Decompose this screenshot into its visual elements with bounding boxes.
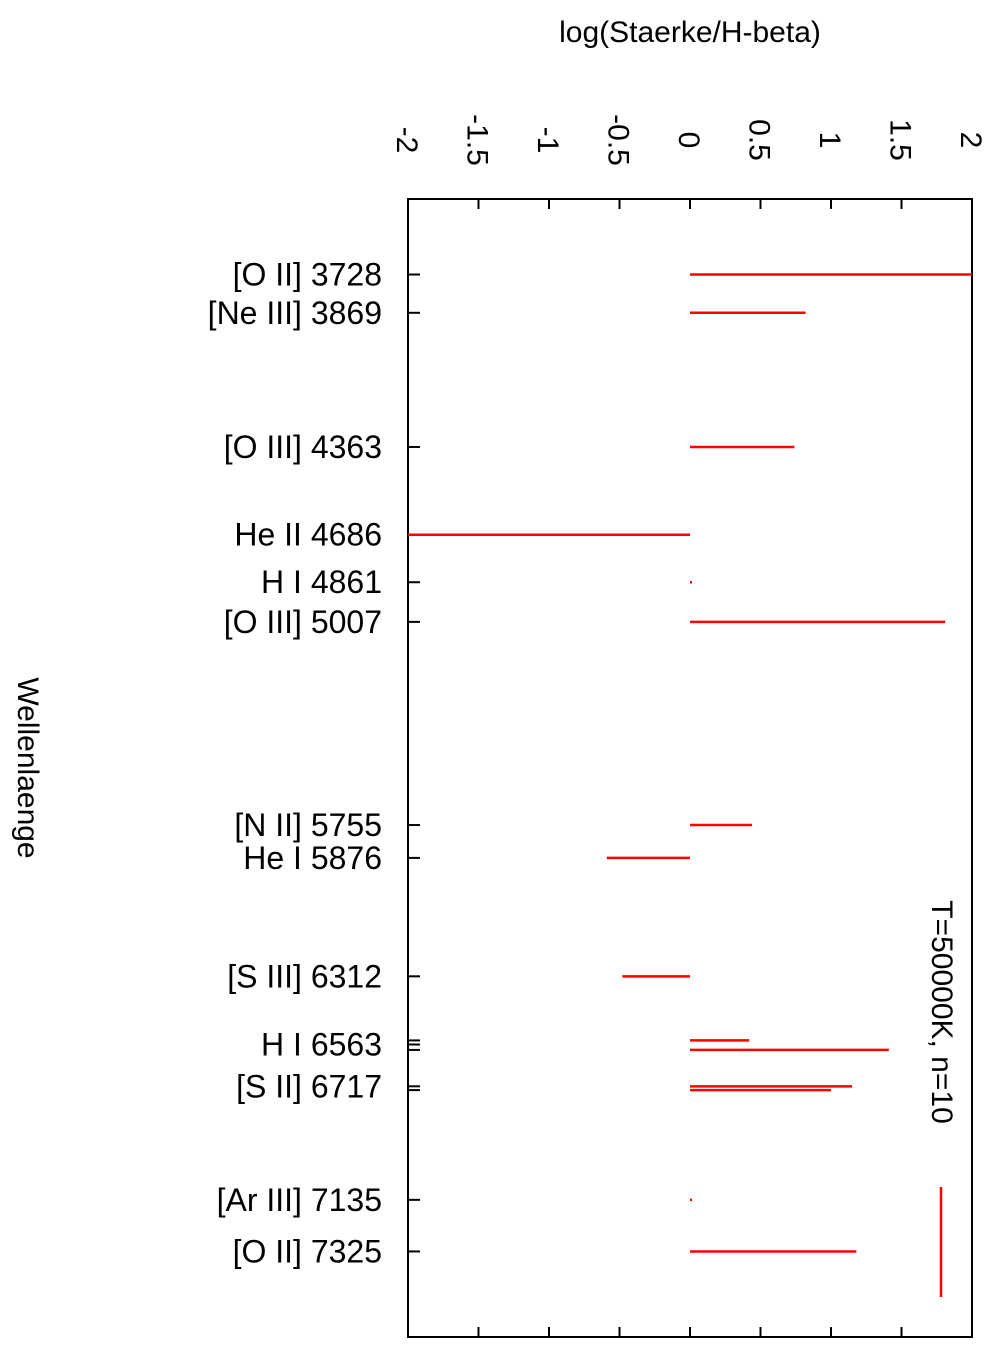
y-line-label: [S II] 6717 — [236, 1068, 382, 1104]
y-axis-title: Wellenlaenge — [11, 677, 44, 858]
y-line-label: H I 6563 — [261, 1026, 382, 1062]
plot-frame — [407, 198, 973, 1338]
x-tick-label: -1.5 — [461, 114, 494, 166]
x-axis-title: log(Staerke/H-beta) — [559, 16, 821, 49]
x-axis-ticks — [407, 199, 973, 1337]
y-line-label: [O II] 3728 — [233, 257, 382, 293]
y-line-label: [S III] 6312 — [227, 958, 382, 994]
x-tick-label: 1 — [813, 132, 846, 149]
x-tick-label: 2 — [954, 132, 987, 149]
x-tick-label: 1.5 — [884, 119, 917, 161]
y-line-label: [O III] 5007 — [224, 604, 382, 640]
spectral-line-bars — [408, 273, 972, 1253]
y-line-label: [Ar III] 7135 — [217, 1182, 382, 1218]
x-tick-label: 0.5 — [743, 119, 776, 161]
y-axis-line-labels: [O II] 3728[Ne III] 3869 [O III] 4363 He I… — [208, 257, 382, 1270]
x-tick-label: -1 — [531, 127, 564, 154]
x-tick-label: 0 — [672, 132, 705, 149]
y-line-label: [O III] 4363 — [224, 429, 382, 465]
y-axis-ticks — [408, 273, 420, 1253]
x-tick-label: -2 — [390, 127, 423, 154]
x-tick-label: -0.5 — [602, 114, 635, 166]
y-line-label: He I 5876 — [243, 840, 382, 876]
x-axis-tick-labels: -2 -1.5 -1 -0.5 0 0.5 1 1.5 2 — [390, 114, 987, 166]
y-line-label: He II 4686 — [234, 517, 382, 553]
legend-label: T=50000K, n=10 — [925, 900, 958, 1124]
y-line-label: [N II] 5755 — [234, 807, 382, 843]
y-line-label: [O II] 7325 — [233, 1233, 382, 1269]
y-line-label: H I 4861 — [261, 564, 382, 600]
y-line-label: [Ne III] 3869 — [208, 295, 382, 331]
legend: T=50000K, n=10 — [925, 900, 958, 1297]
